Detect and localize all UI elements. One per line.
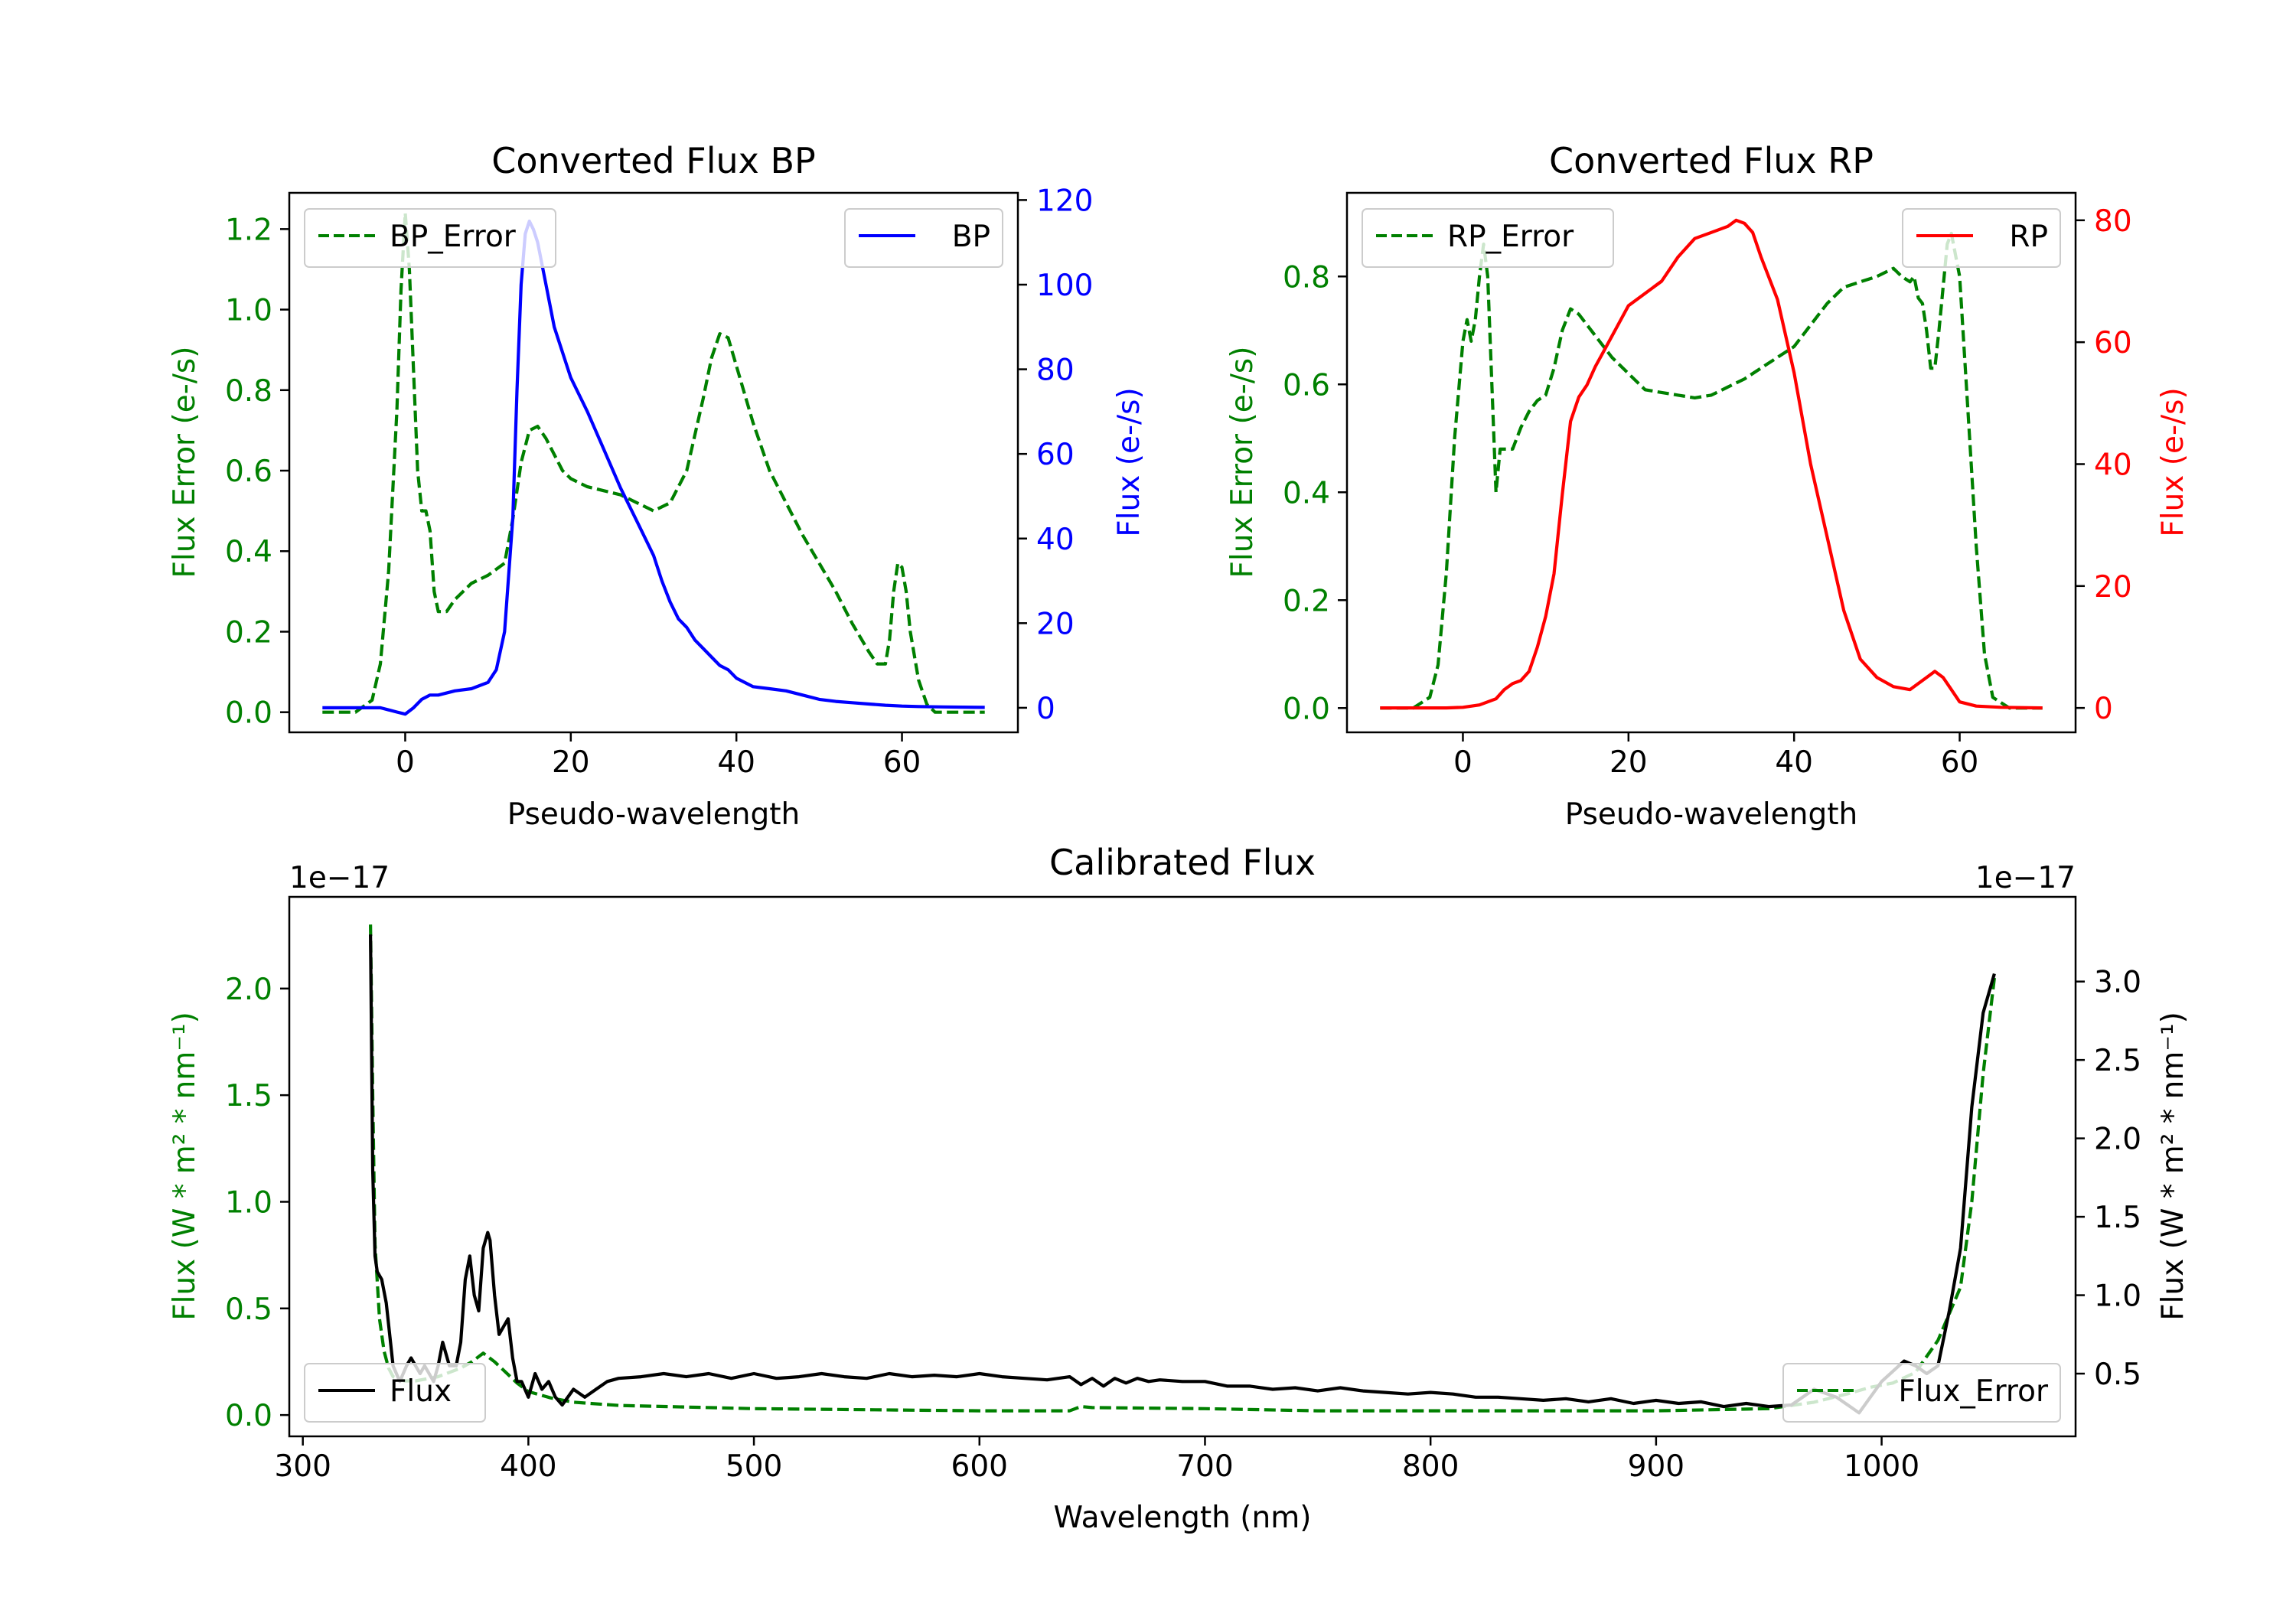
- rp-ytick-left-label: 0.0: [1283, 692, 1330, 726]
- cal-ytick-right-label: 1.5: [2094, 1201, 2141, 1235]
- bp-legend-left-label: BP_Error: [390, 220, 517, 254]
- cal-legend-right: Flux_Error: [1782, 1363, 2061, 1423]
- rp-xtick-label: 20: [1609, 745, 1648, 780]
- rp-series-rp: [1380, 218, 2043, 710]
- bp-panel: Converted Flux BP 0 20 40 60 0.0 0.2 0.4 0.6 0.8…: [168, 140, 1146, 832]
- bp-ytick-left-label: 1.2: [225, 213, 272, 247]
- calibrated-panel: Calibrated Flux 1e−17 1e−17 300 400 500 600…: [168, 842, 2190, 1535]
- bp-xtick-label: 40: [717, 745, 755, 780]
- cal-axes-frame: [288, 895, 2077, 1438]
- rp-legend-right-label: RP: [2009, 220, 2048, 254]
- bp-ytick-right-label: 20: [1036, 607, 1075, 641]
- cal-legend-left-box: [304, 1363, 486, 1423]
- bp-ytick-left-label: 0.0: [225, 696, 272, 731]
- cal-ytick-left-label: 0.5: [225, 1292, 272, 1327]
- cal-xtick-label: 500: [726, 1449, 782, 1484]
- rp-legend-left-label: RP_Error: [1447, 220, 1574, 254]
- bp-xlabel: Pseudo-wavelength: [507, 797, 800, 832]
- cal-offset-right: 1e−17: [1975, 861, 2076, 895]
- cal-ylabel-left: Flux (W * m² * nm⁻¹): [168, 1012, 202, 1321]
- bp-ytick-right-label: 120: [1036, 184, 1093, 218]
- rp-ytick-left-label: 0.6: [1283, 368, 1330, 403]
- rp-ylabel-left: Flux Error (e-/s): [1225, 347, 1260, 579]
- cal-ylabel-right: Flux (W * m² * nm⁻¹): [2156, 1012, 2190, 1321]
- cal-title: Calibrated Flux: [1049, 842, 1316, 883]
- bp-ytick-right-label: 40: [1036, 523, 1075, 557]
- bp-ylabel-left: Flux Error (e-/s): [168, 347, 202, 579]
- bp-ytick-left-label: 0.8: [225, 374, 272, 409]
- cal-legend-left-label: Flux: [390, 1374, 452, 1409]
- bp-ytick-right-label: 80: [1036, 354, 1075, 388]
- rp-ytick-left-label: 0.4: [1283, 476, 1330, 510]
- rp-panel: Converted Flux RP 0 20 40 60 0.0 0.2 0.4 0.6 0.8…: [1225, 140, 2190, 832]
- bp-series-layer: [322, 211, 985, 716]
- bp-axes-frame: [288, 191, 1019, 734]
- rp-xlabel: Pseudo-wavelength: [1565, 797, 1857, 832]
- cal-ytick-left-label: 1.0: [225, 1185, 272, 1220]
- cal-ytick-right-label: 2.0: [2094, 1123, 2141, 1157]
- rp-legend-right: RP: [1902, 208, 2061, 268]
- bp-ytick-right-label: 0: [1036, 692, 1055, 726]
- cal-ytick-right-label: 2.5: [2094, 1044, 2141, 1078]
- cal-xtick-label: 900: [1628, 1449, 1684, 1484]
- cal-xtick-label: 1000: [1844, 1449, 1919, 1484]
- cal-xtick-label: 700: [1176, 1449, 1233, 1484]
- cal-ytick-left-label: 0.0: [225, 1399, 272, 1433]
- bp-legend-right-label: BP: [952, 220, 990, 254]
- cal-ytick-left-label: 2.0: [225, 973, 272, 1007]
- bp-ytick-right-label: 60: [1036, 438, 1075, 472]
- rp-ticks-layer: 0 20 40 60 0.0 0.2 0.4 0.6 0.8 0 20 40 60 80: [1283, 204, 2132, 780]
- bp-ytick-left-label: 0.6: [225, 455, 272, 489]
- rp-ytick-right-label: 40: [2094, 448, 2132, 482]
- rp-legend-left-box: [1362, 208, 1614, 268]
- cal-legend-right-label: Flux_Error: [1898, 1374, 2049, 1409]
- bp-ticks-layer: 0 20 40 60 0.0 0.2 0.4 0.6 0.8 1.0 1.2 0 20 40 60 80 100…: [225, 184, 1093, 780]
- bp-xtick-label: 60: [883, 745, 921, 780]
- cal-xlabel: Wavelength (nm): [1054, 1501, 1312, 1535]
- rp-xtick-label: 0: [1453, 745, 1473, 780]
- cal-ytick-right-label: 3.0: [2094, 966, 2141, 1000]
- bp-xtick-label: 20: [552, 745, 590, 780]
- cal-ytick-left-label: 1.5: [225, 1079, 272, 1113]
- bp-legend-right: BP: [844, 208, 1003, 268]
- cal-ytick-right-label: 0.5: [2094, 1358, 2141, 1392]
- cal-ticks-layer: 300 400 500 600 700 800 900 1000 0.0 0.5 1.0 1.5 2.0…: [225, 966, 2141, 1484]
- rp-xtick-label: 40: [1775, 745, 1813, 780]
- rp-ytick-right-label: 80: [2094, 204, 2132, 239]
- cal-offset-left: 1e−17: [289, 861, 390, 895]
- cal-ytick-right-label: 1.0: [2094, 1279, 2141, 1314]
- bp-series-bp-error: [322, 211, 985, 714]
- cal-xtick-label: 400: [500, 1449, 556, 1484]
- rp-legend-left: RP_Error: [1362, 208, 1614, 268]
- bp-ytick-right-label: 100: [1036, 269, 1093, 303]
- rp-axes-frame: [1345, 191, 2077, 734]
- bp-legend-left-box: [304, 208, 556, 268]
- bp-ytick-left-label: 0.4: [225, 535, 272, 569]
- cal-xtick-label: 300: [274, 1449, 331, 1484]
- rp-ylabel-right: Flux (e-/s): [2156, 387, 2190, 536]
- cal-xtick-label: 800: [1402, 1449, 1459, 1484]
- bp-legend-right-box: [844, 208, 1003, 268]
- rp-ytick-left-label: 0.2: [1283, 584, 1330, 618]
- rp-xtick-label: 60: [1941, 745, 1979, 780]
- rp-legend-right-box: [1902, 208, 2061, 268]
- cal-xtick-label: 600: [951, 1449, 1008, 1484]
- cal-legend-left: Flux: [304, 1363, 486, 1423]
- bp-series-bp: [322, 219, 985, 716]
- bp-ylabel-right: Flux (e-/s): [1112, 387, 1146, 536]
- rp-ytick-right-label: 60: [2094, 326, 2132, 360]
- bp-ytick-left-label: 1.0: [225, 294, 272, 328]
- bp-xtick-label: 0: [396, 745, 415, 780]
- rp-ytick-right-label: 0: [2094, 692, 2113, 726]
- rp-ytick-right-label: 20: [2094, 570, 2132, 605]
- rp-ytick-left-label: 0.8: [1283, 260, 1330, 295]
- rp-title: Converted Flux RP: [1549, 140, 1874, 181]
- bp-title: Converted Flux BP: [491, 140, 816, 181]
- bp-ytick-left-label: 0.2: [225, 615, 272, 650]
- cal-series-flux: [369, 934, 1996, 1415]
- cal-legend-right-box: [1782, 1363, 2061, 1423]
- bp-legend-left: BP_Error: [304, 208, 556, 268]
